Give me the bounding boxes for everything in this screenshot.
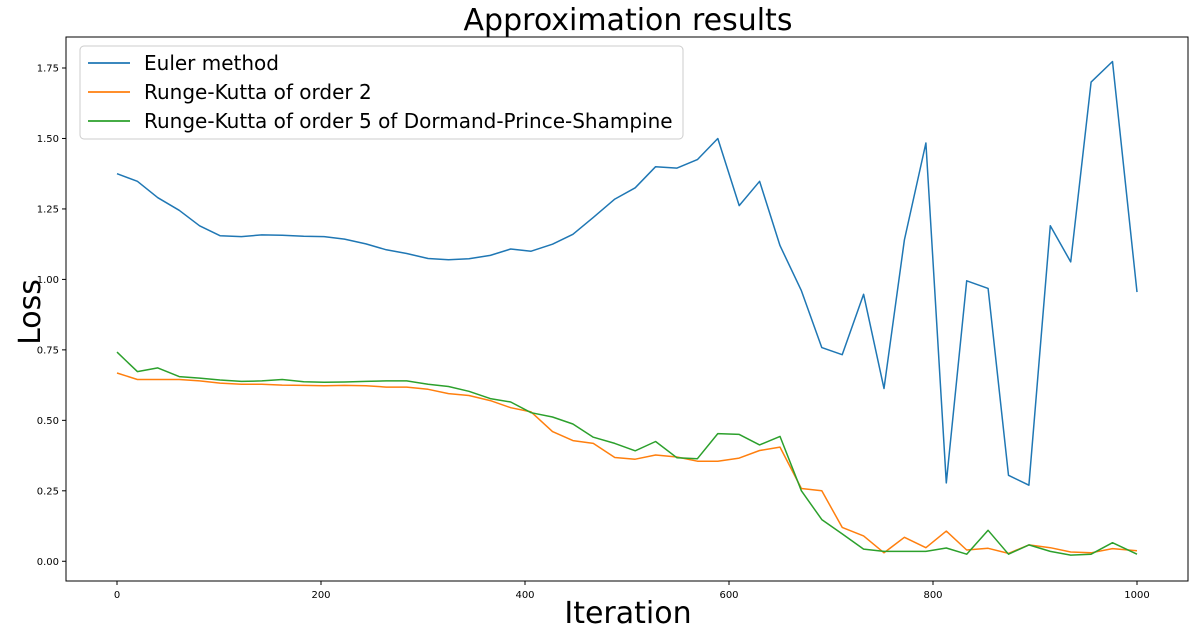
x-tick-label: 600 bbox=[719, 590, 738, 601]
series-line-3 bbox=[116, 351, 1138, 556]
axis-layer: 0 200 400 600 800 1000 0.00 0.25 0.50 0.75 1.00 1.2… bbox=[37, 64, 1150, 601]
y-tick-label: 0.50 bbox=[37, 416, 59, 427]
y-tick-label: 1.50 bbox=[37, 134, 59, 145]
y-tick-label: 1.75 bbox=[37, 64, 59, 75]
y-tick-label: 1.00 bbox=[37, 275, 59, 286]
legend-label-1: Euler method bbox=[144, 51, 279, 75]
series-line-1 bbox=[116, 60, 1138, 486]
x-axis-label: Iteration bbox=[564, 596, 691, 631]
y-axis-label: Loss bbox=[13, 279, 48, 345]
x-tick-label: 0 bbox=[114, 590, 120, 601]
y-tick-label: 0.00 bbox=[37, 557, 59, 568]
legend-label-3: Runge-Kutta of order 5 of Dormand-Prince… bbox=[144, 109, 673, 133]
y-tick-label: 0.25 bbox=[37, 486, 59, 497]
x-tick-label: 1000 bbox=[1124, 590, 1149, 601]
x-tick-label: 200 bbox=[311, 590, 330, 601]
y-tick-label: 0.75 bbox=[37, 345, 59, 356]
series-line-2 bbox=[116, 372, 1138, 555]
legend: Euler method Runge-Kutta of order 2 Runge-… bbox=[79, 45, 684, 140]
x-tick-label: 400 bbox=[515, 590, 534, 601]
chart-title: Approximation results bbox=[464, 3, 793, 38]
y-tick-label: 1.25 bbox=[37, 204, 59, 215]
series-layer bbox=[116, 60, 1138, 556]
legend-label-2: Runge-Kutta of order 2 bbox=[144, 80, 372, 104]
legend-box bbox=[79, 45, 684, 140]
x-tick-label: 800 bbox=[923, 590, 942, 601]
